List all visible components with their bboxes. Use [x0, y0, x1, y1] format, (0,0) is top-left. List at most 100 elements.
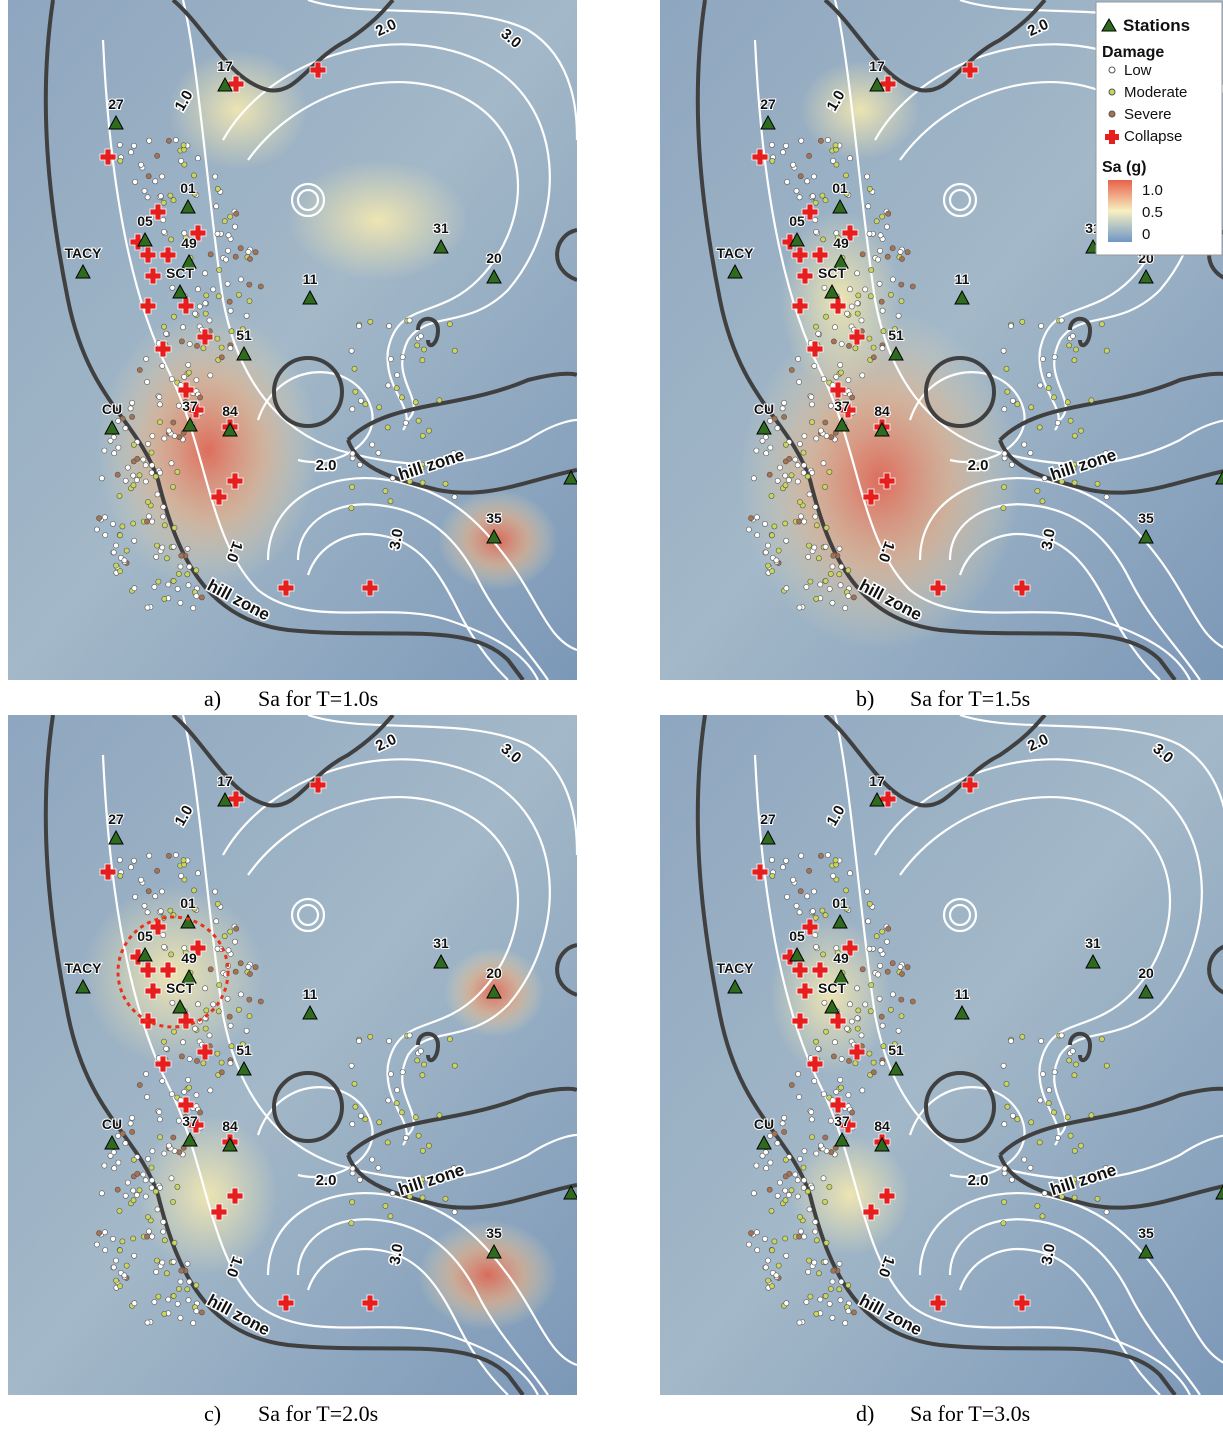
- damage-point: [171, 1029, 176, 1034]
- damage-point: [157, 1109, 162, 1114]
- damage-point: [801, 1165, 806, 1170]
- damage-point: [123, 426, 128, 431]
- damage-point: [813, 1039, 818, 1044]
- damage-point: [352, 366, 357, 371]
- damage-point: [1047, 373, 1052, 378]
- damage-point: [195, 871, 200, 876]
- damage-point: [115, 472, 120, 477]
- damage-point: [160, 1078, 165, 1083]
- damage-point: [169, 377, 174, 382]
- damage-point: [1067, 1058, 1072, 1063]
- legend-dot: [1109, 67, 1115, 73]
- damage-point: [799, 138, 804, 143]
- damage-point: [149, 1185, 154, 1190]
- damage-point: [157, 1135, 162, 1140]
- damage-point: [353, 1104, 358, 1109]
- damage-point: [194, 1058, 199, 1063]
- damage-point: [1035, 488, 1040, 493]
- damage-point: [395, 1088, 400, 1093]
- damage-point: [349, 348, 354, 353]
- damage-point: [880, 308, 885, 313]
- damage-point: [1040, 1072, 1045, 1077]
- damage-point: [809, 420, 814, 425]
- damage-point: [185, 546, 190, 551]
- damage-point: [831, 158, 836, 163]
- damage-point: [147, 138, 152, 143]
- damage-point: [160, 363, 165, 368]
- damage-point: [122, 1273, 127, 1278]
- damage-point: [880, 214, 885, 219]
- damage-point: [899, 282, 904, 287]
- damage-point: [1004, 366, 1009, 371]
- damage-point: [833, 143, 838, 148]
- damage-point: [1040, 499, 1045, 504]
- damage-point: [871, 1070, 876, 1075]
- damage-point: [871, 355, 876, 360]
- damage-point: [775, 426, 780, 431]
- damage-point: [253, 250, 258, 255]
- damage-point: [146, 174, 151, 179]
- damage-point: [797, 1094, 802, 1099]
- damage-point: [452, 348, 457, 353]
- damage-point: [755, 1248, 760, 1253]
- damage-point: [806, 1258, 811, 1263]
- damage-point: [350, 1122, 355, 1127]
- damage-point: [387, 1038, 392, 1043]
- damage-point: [131, 143, 136, 148]
- damage-point: [823, 1135, 828, 1140]
- damage-point: [877, 281, 882, 286]
- damage-point: [782, 1129, 787, 1134]
- station-label: CU: [102, 1116, 122, 1132]
- station-label: 20: [1138, 965, 1154, 981]
- damage-point: [114, 563, 119, 568]
- damage-point: [846, 568, 851, 573]
- damage-point: [437, 398, 442, 403]
- damage-point: [186, 1085, 191, 1090]
- damage-point: [1070, 334, 1075, 339]
- damage-point: [131, 483, 136, 488]
- damage-point: [247, 299, 252, 304]
- damage-point: [128, 150, 133, 155]
- damage-point: [827, 586, 832, 591]
- damage-point: [1028, 450, 1033, 455]
- damage-point: [821, 237, 826, 242]
- damage-point: [420, 480, 425, 485]
- station-label: 35: [1138, 1225, 1154, 1241]
- station-label: 11: [955, 986, 970, 1002]
- damage-point: [175, 1301, 180, 1306]
- damage-point: [247, 282, 252, 287]
- damage-point: [193, 1026, 198, 1031]
- damage-point: [828, 1118, 833, 1123]
- damage-point: [215, 231, 220, 236]
- damage-point: [169, 1176, 174, 1181]
- damage-point: [1052, 1070, 1057, 1075]
- damage-point: [831, 553, 836, 558]
- damage-point: [162, 944, 167, 949]
- damage-point: [785, 894, 790, 899]
- damage-point: [161, 504, 166, 509]
- damage-point: [179, 339, 184, 344]
- damage-point: [247, 971, 252, 976]
- damage-point: [349, 1221, 354, 1226]
- damage-point: [368, 1034, 373, 1039]
- damage-point: [1002, 1122, 1007, 1127]
- damage-point: [834, 1089, 839, 1094]
- legend-dot: [1109, 111, 1115, 117]
- damage-point: [818, 138, 823, 143]
- damage-point: [810, 194, 815, 199]
- station-label: 05: [137, 928, 153, 944]
- damage-point: [171, 544, 176, 549]
- damage-point: [180, 1040, 185, 1045]
- damage-point: [418, 334, 423, 339]
- damage-point: [795, 1194, 800, 1199]
- damage-point: [813, 915, 818, 920]
- damage-point: [350, 407, 355, 412]
- damage-point: [1002, 1200, 1007, 1205]
- damage-point: [813, 1229, 818, 1234]
- damage-point: [760, 1153, 765, 1158]
- legend-item: Moderate: [1124, 84, 1187, 101]
- damage-point: [838, 370, 843, 375]
- damage-point: [890, 992, 895, 997]
- damage-point: [1005, 1104, 1010, 1109]
- damage-point: [158, 470, 163, 475]
